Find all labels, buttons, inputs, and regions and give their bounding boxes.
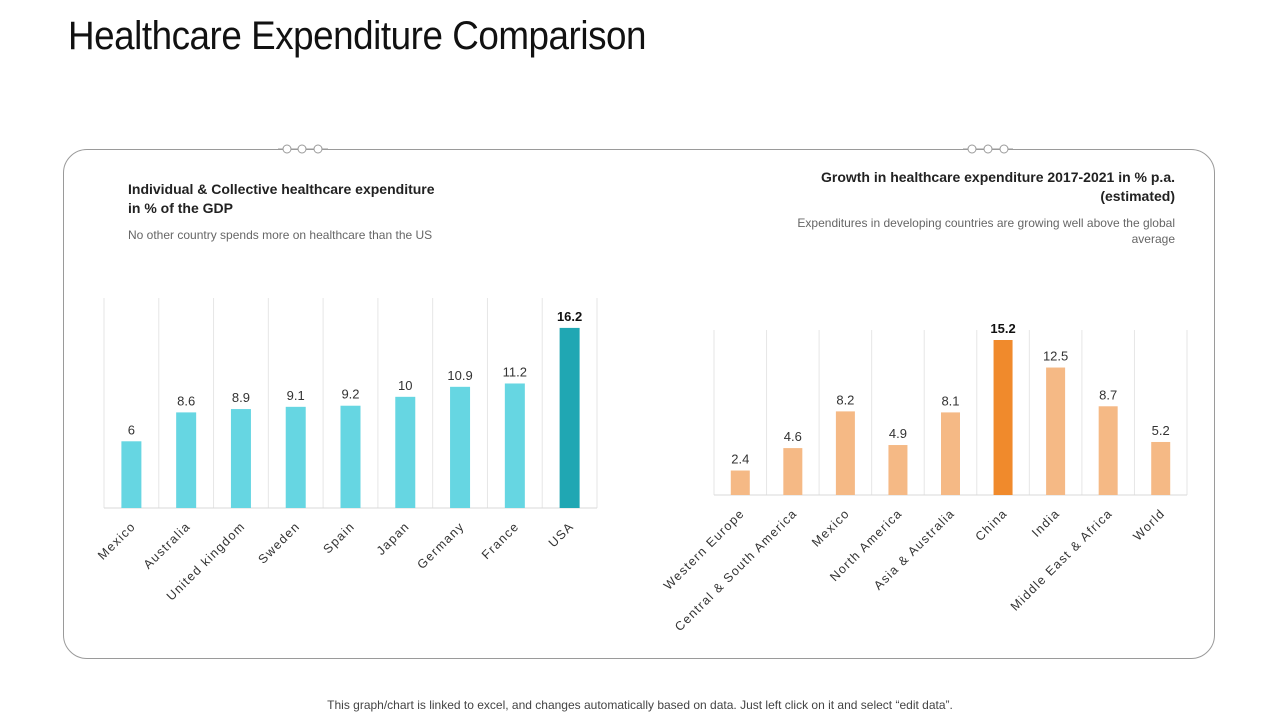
right-bar [1151,441,1171,495]
content-frame [63,149,1215,659]
left-bar [340,405,361,508]
right-value-label: 15.2 [990,321,1015,336]
left-category-label: Spain [321,519,358,556]
right-category-label: Middle East & Africa [1008,506,1115,613]
right-chart-heading: Growth in healthcare expenditure 2017-20… [790,168,1175,206]
left-value-label: 8.9 [232,390,250,405]
left-category-label: France [479,519,522,562]
left-connector-decoration [278,144,328,154]
left-chart-subtitle: No other country spends more on healthca… [128,228,433,242]
right-category-label: Mexico [809,506,852,549]
left-bar [121,441,142,508]
right-value-label: 5.2 [1152,423,1170,438]
right-category-label: China [973,506,1011,544]
left-bar [230,409,251,508]
footer-note: This graph/chart is linked to excel, and… [327,698,953,712]
left-value-label: 9.1 [287,388,305,403]
left-category-label: Australia [141,519,194,572]
left-bar [450,386,471,508]
right-value-label: 4.6 [784,429,802,444]
right-value-label: 8.2 [836,392,854,407]
left-value-label: 10 [398,378,412,393]
right-bar [783,448,803,495]
right-bar [1046,367,1066,495]
right-value-label: 4.9 [889,426,907,441]
left-value-label: 16.2 [557,309,582,324]
right-bar [888,445,908,495]
right-bar [730,470,750,495]
page-title: Healthcare Expenditure Comparison [68,14,647,58]
left-category-label: USA [546,519,577,550]
left-bar [176,412,197,508]
left-category-label: Japan [374,519,413,558]
left-chart-heading-line1: Individual & Collective healthcare expen… [128,181,435,197]
left-chart-heading-line2: in % of the GDP [128,200,233,216]
left-value-label: 8.6 [177,393,195,408]
left-category-label: Mexico [95,519,138,562]
left-bar [559,327,580,508]
right-value-label: 8.1 [941,393,959,408]
left-bar [395,396,416,508]
left-bar [504,383,525,508]
right-chart-subtitle: Expenditures in developing countries are… [797,216,1175,246]
left-chart-heading: Individual & Collective healthcare expen… [128,180,458,218]
right-bar [1098,406,1118,495]
left-value-label: 6 [128,422,135,437]
right-connector-decoration [963,144,1013,154]
left-value-label: 10.9 [447,368,472,383]
right-bar [993,340,1013,495]
right-chart-heading-line2: (estimated) [1100,188,1175,204]
right-value-label: 8.7 [1099,387,1117,402]
right-chart-heading-line1: Growth in healthcare expenditure 2017-20… [820,169,1175,185]
left-value-label: 11.2 [503,364,527,379]
right-value-label: 12.5 [1043,349,1068,364]
right-bar [835,411,855,495]
right-category-label: World [1130,506,1167,543]
left-category-label: Sweden [255,519,302,566]
left-category-label: Germany [414,519,467,572]
right-bar [941,412,960,495]
left-bar [285,406,306,508]
right-value-label: 2.4 [731,452,749,467]
right-category-label: India [1029,506,1063,540]
left-value-label: 9.2 [341,387,359,402]
